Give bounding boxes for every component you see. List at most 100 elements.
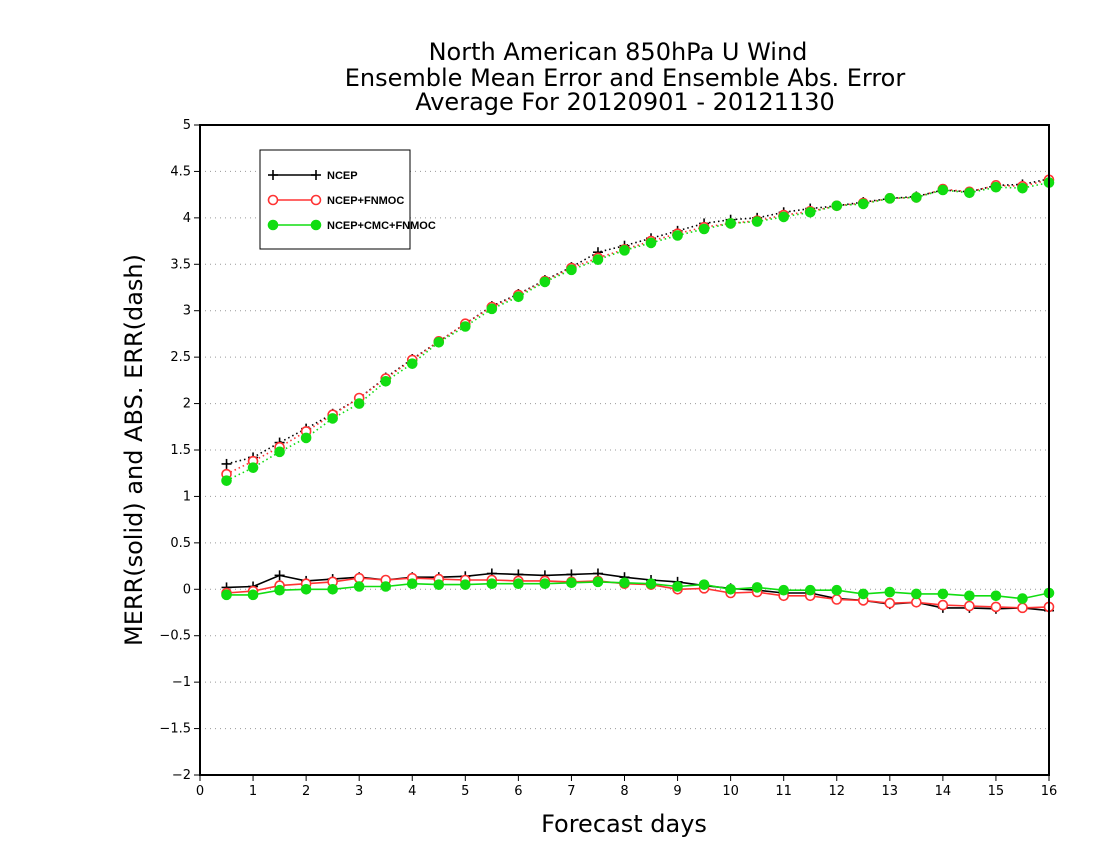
- legend: NCEP NCEP+FNMOC NCEP+CMC+FNMOC: [259, 149, 436, 250]
- y-tick-label: 1: [183, 489, 191, 504]
- y-tick-label: 1.5: [170, 443, 191, 458]
- mean-error-point: [751, 582, 763, 593]
- abs-error-point: [725, 218, 736, 229]
- mean-error-point: [1017, 593, 1028, 604]
- abs-error-point: [964, 187, 975, 199]
- abs-error-point: [619, 245, 630, 256]
- y-tick-label: −0.5: [159, 629, 191, 644]
- y-tick-label: 3.5: [170, 257, 191, 272]
- mean-error-point: [460, 579, 471, 590]
- x-axis-label: Forecast days: [541, 810, 707, 838]
- legend-marker: [267, 219, 279, 231]
- mean-error-point: [406, 578, 418, 590]
- abs-error-point: [778, 211, 789, 223]
- mean-error-point: [327, 583, 338, 595]
- y-tick-label: −1: [172, 675, 191, 690]
- x-tick-label: 1: [249, 784, 257, 799]
- y-tick-label: 4.5: [170, 164, 191, 179]
- y-tick-label: 5: [183, 118, 191, 133]
- mean-error-point: [1017, 602, 1028, 614]
- legend-marker: [311, 170, 321, 180]
- mean-error-point: [486, 578, 498, 590]
- y-tick-label: 3: [183, 304, 191, 319]
- mean-error-point: [672, 581, 683, 592]
- x-tick-label: 9: [673, 784, 681, 799]
- legend-item: NCEP+FNMOC: [267, 194, 404, 207]
- abs-error-point: [672, 230, 683, 241]
- legend-label: NCEP+CMC+FNMOC: [327, 220, 436, 232]
- abs-error-point: [990, 181, 1002, 193]
- abs-error-point: [327, 413, 338, 424]
- mean-error-point: [300, 583, 312, 595]
- mean-error-point: [831, 594, 843, 605]
- mean-error-point: [353, 581, 365, 592]
- mean-error-point: [937, 599, 949, 611]
- abs-error-point: [486, 303, 498, 315]
- abs-error-point: [698, 223, 710, 235]
- mean-error-point: [274, 584, 285, 596]
- mean-error-point: [645, 578, 657, 590]
- legend-marker: [267, 194, 279, 206]
- mean-error-point: [937, 588, 949, 600]
- mean-error-point: [778, 584, 789, 596]
- legend-marker: [310, 219, 322, 231]
- mean-error-point: [725, 583, 736, 595]
- y-tick-label: 0.5: [170, 536, 191, 551]
- abs-error-point: [937, 184, 949, 196]
- mean-error-point: [884, 586, 896, 598]
- y-tick-label: −1.5: [159, 722, 191, 737]
- abs-error-point: [353, 398, 365, 409]
- mean-error-point: [698, 579, 710, 590]
- abs-error-point: [884, 193, 896, 204]
- x-tick-label: 7: [567, 784, 575, 799]
- abs-error-point: [857, 198, 869, 210]
- mean-error-point: [380, 581, 392, 592]
- mean-error-point: [221, 589, 232, 601]
- mean-error-point: [433, 579, 445, 590]
- legend-marker: [268, 170, 278, 180]
- abs-error-point: [513, 291, 524, 303]
- x-tick-label: 0: [196, 784, 204, 799]
- mean-error-point: [566, 577, 577, 589]
- legend-item: NCEP: [268, 170, 358, 182]
- y-tick-label: 4: [183, 211, 191, 226]
- legend-label: NCEP+FNMOC: [327, 195, 404, 207]
- mean-error-point: [911, 588, 922, 600]
- mean-error-point: [831, 584, 843, 596]
- mean-error-point: [964, 590, 975, 602]
- y-axis-label: MERR(solid) and ABS. ERR(dash): [120, 254, 148, 646]
- chart-title: North American 850hPa U Wind Ensemble Me…: [345, 38, 906, 116]
- x-tick-label: 12: [828, 784, 845, 799]
- abs-error-point: [751, 216, 763, 227]
- x-tick-label: 10: [722, 784, 739, 799]
- x-tick-label: 15: [988, 784, 1005, 799]
- abs-error-point: [804, 206, 816, 218]
- legend-item: NCEP+CMC+FNMOC: [267, 219, 436, 232]
- mean-error-point: [592, 576, 604, 588]
- abs-error-point: [433, 336, 445, 348]
- legend-marker: [310, 194, 322, 206]
- abs-error-point: [645, 237, 657, 249]
- x-tick-label: 5: [461, 784, 469, 799]
- mean-error-point: [964, 600, 975, 612]
- x-tick-label: 4: [408, 784, 416, 799]
- y-axis-ticks: 5 4.5 4 3.5 3 2.5 2 1.5 1 0.5 0 −0.5 −1 −1.5 −2: [159, 118, 200, 783]
- mean-error-point: [274, 570, 285, 581]
- title-line-1: North American 850hPa U Wind: [429, 38, 808, 66]
- abs-error-point: [539, 276, 551, 288]
- abs-error-point: [221, 458, 232, 469]
- mean-error-point: [247, 589, 259, 601]
- abs-error-point: [406, 358, 418, 369]
- abs-error-point: [221, 475, 232, 486]
- abs-error-point: [1017, 182, 1028, 194]
- x-tick-label: 13: [882, 784, 899, 799]
- x-tick-label: 2: [302, 784, 310, 799]
- mean-error-point: [990, 601, 1002, 613]
- abs-error-point: [380, 375, 392, 387]
- plot-frame: [199, 124, 1050, 776]
- mean-error-point: [857, 588, 869, 600]
- x-tick-label: 6: [514, 784, 522, 799]
- abs-error-point: [566, 264, 577, 276]
- x-tick-label: 14: [935, 784, 952, 799]
